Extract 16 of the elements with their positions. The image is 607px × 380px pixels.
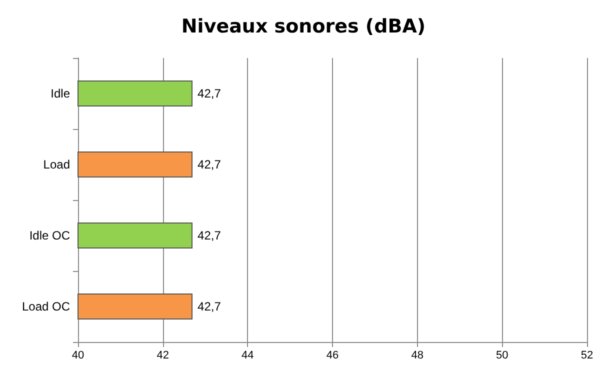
data-label: 42,7: [198, 158, 222, 172]
data-label: 42,7: [198, 300, 222, 314]
x-tick-label: 44: [242, 350, 254, 362]
x-tick-label: 40: [72, 350, 84, 362]
chart-title: Niveaux sonores (dBA): [181, 16, 426, 38]
y-tick-label: Idle: [50, 86, 70, 100]
x-tick-label: 52: [580, 350, 594, 362]
y-tick-label: Load: [43, 158, 70, 172]
data-label: 42,7: [198, 228, 222, 242]
y-tick-label: Idle OC: [29, 228, 70, 242]
x-tick-label: 50: [496, 350, 508, 362]
y-tick-label: Load OC: [22, 300, 70, 314]
x-tick-label: 42: [156, 350, 169, 362]
x-tick-label: 46: [326, 350, 339, 362]
data-label: 42,7: [198, 86, 222, 100]
x-tick-label: 48: [411, 350, 424, 362]
